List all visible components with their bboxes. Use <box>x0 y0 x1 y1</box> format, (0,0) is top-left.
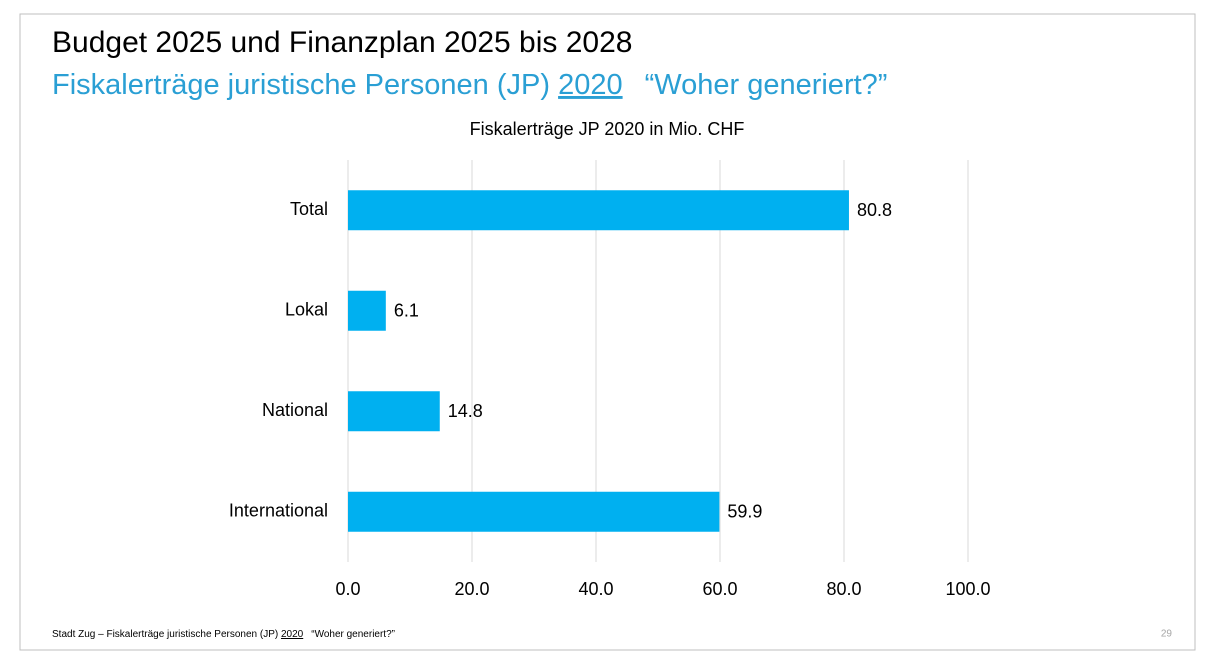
slide-subtitle: Fiskalerträge juristische Personen (JP) … <box>52 69 887 101</box>
subtitle-text: Fiskalerträge juristische Personen (JP) <box>52 69 558 101</box>
data-label: 80.8 <box>857 200 892 220</box>
x-tick-label: 100.0 <box>945 579 990 599</box>
bar <box>348 491 720 532</box>
x-tick-label: 80.0 <box>826 579 861 599</box>
x-tick-label: 40.0 <box>578 579 613 599</box>
page-number: 29 <box>1161 629 1173 640</box>
slide-title: Budget 2025 und Finanzplan 2025 bis 2028 <box>52 26 632 59</box>
data-label: 14.8 <box>448 401 483 421</box>
data-label: 6.1 <box>394 301 419 321</box>
y-tick-label: Total <box>290 199 328 219</box>
subtitle-question: “Woher generiert?” <box>645 69 888 101</box>
data-label: 59.9 <box>727 502 762 522</box>
footer-year: 2020 <box>281 629 304 640</box>
x-tick-label: 20.0 <box>454 579 489 599</box>
slide-frame <box>19 13 1196 651</box>
y-tick-label: National <box>262 400 328 420</box>
bar <box>348 190 849 231</box>
y-tick-label: Lokal <box>285 300 328 320</box>
x-tick-label: 0.0 <box>335 579 360 599</box>
y-tick-label: International <box>229 501 328 521</box>
bar <box>348 391 440 432</box>
x-tick-label: 60.0 <box>702 579 737 599</box>
bar <box>348 290 386 331</box>
chart-title: Fiskalerträge JP 2020 in Mio. CHF <box>470 119 745 139</box>
footer-text: Stadt Zug – Fiskalerträge juristische Pe… <box>52 629 281 640</box>
footer-question: “Woher generiert?” <box>311 629 395 640</box>
footer: Stadt Zug – Fiskalerträge juristische Pe… <box>52 629 395 640</box>
subtitle-year: 2020 <box>558 69 623 101</box>
